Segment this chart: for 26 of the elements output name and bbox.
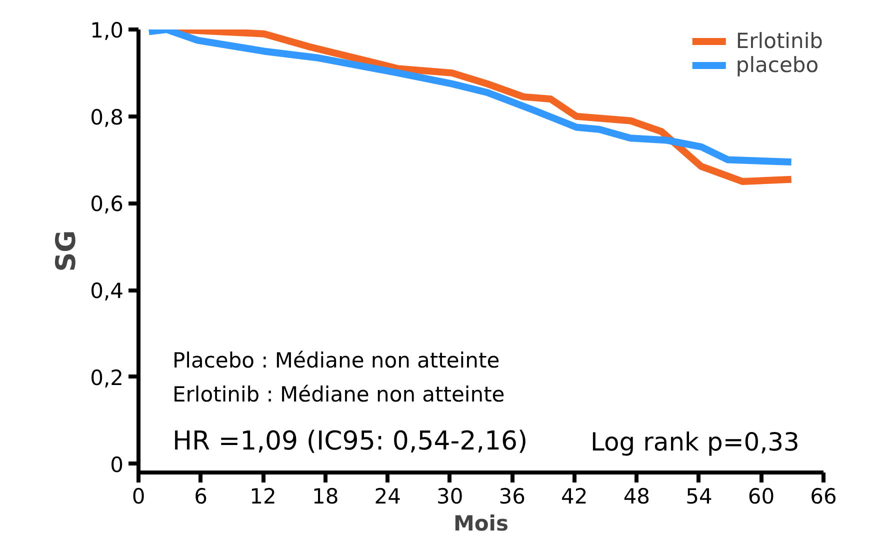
x-tick-label: 30 [436, 484, 464, 508]
x-tick-label: 18 [312, 484, 339, 508]
x-tick-label: 60 [748, 484, 775, 508]
x-tick-label: 54 [686, 484, 712, 508]
y-tick-label: 0,6 [90, 192, 124, 216]
legend-label: placebo [736, 53, 819, 77]
x-tick-label: 48 [623, 484, 650, 508]
x-tick-label: 42 [561, 484, 588, 508]
x-tick-label: 0 [132, 484, 146, 508]
x-tick-label: 12 [250, 484, 276, 508]
annotation: HR =1,09 (IC95: 0,54-2,16) [172, 426, 528, 456]
y-tick-label: 1,0 [90, 18, 124, 42]
y-tick-label: 0 [110, 452, 124, 477]
x-tick-label: 36 [498, 484, 526, 508]
y-tick-label: 0,2 [90, 366, 124, 390]
annotation: Log rank p=0,33 [590, 428, 800, 456]
x-tick-label: 24 [374, 484, 401, 508]
x-tick-label: 66 [810, 484, 837, 508]
y-tick-label: 0,4 [90, 279, 124, 304]
x-tick-label: 6 [194, 484, 208, 508]
legend-label: Erlotinib [736, 29, 823, 53]
x-axis-title: Mois [453, 512, 509, 536]
y-axis-title: SG [51, 230, 82, 272]
annotation: Erlotinib : Médiane non atteinte [172, 382, 505, 406]
y-tick-label: 0,8 [90, 105, 124, 130]
annotation: Placebo : Médiane non atteinte [172, 348, 500, 372]
